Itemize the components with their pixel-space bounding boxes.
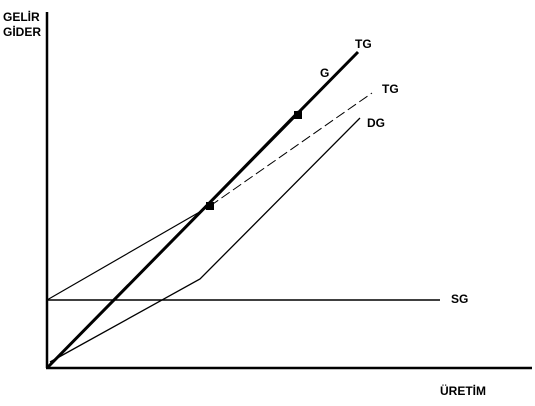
dg-label: DG (367, 116, 385, 130)
tg-revenue-label: TG (355, 37, 372, 51)
y-axis-label-line1: GELİR (3, 10, 40, 24)
g-label: G (320, 66, 330, 80)
break-even-point (206, 202, 214, 210)
tg-cost-line (46, 205, 211, 301)
y-axis-label-line2: GİDER (3, 25, 42, 39)
tg-revenue-line (45, 50, 360, 370)
tg-cost-label: TG (382, 82, 399, 96)
sg-label: SG (451, 292, 469, 306)
dg-line (49, 117, 361, 363)
tg-cost-line-dashed (209, 92, 373, 207)
x-axis-label: ÜRETİM (440, 384, 486, 398)
upper-intersection-point (294, 111, 302, 119)
